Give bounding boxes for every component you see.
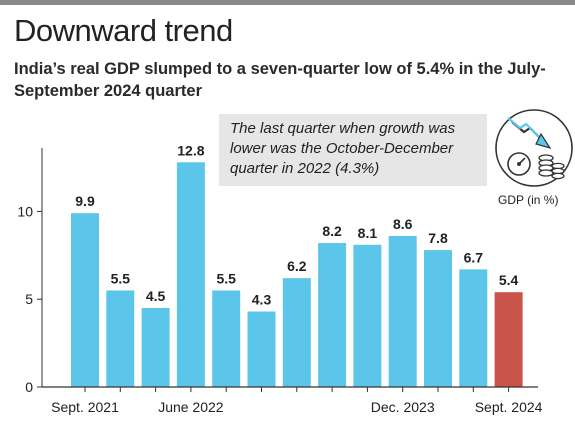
chart-title: Downward trend xyxy=(14,13,233,48)
data-label: 5.5 xyxy=(111,270,131,286)
bar xyxy=(318,243,347,387)
x-tick-label: Sept. 2024 xyxy=(475,399,543,415)
bar xyxy=(494,292,523,387)
unit-label: GDP (in %) xyxy=(498,193,559,207)
data-label: 9.9 xyxy=(75,193,95,209)
bar xyxy=(388,236,417,387)
bar xyxy=(353,244,382,387)
data-label: 5.5 xyxy=(216,270,236,286)
data-label: 8.6 xyxy=(393,216,413,232)
bar xyxy=(106,290,135,387)
x-tick-label: Dec. 2023 xyxy=(371,399,435,415)
y-tick-label: 0 xyxy=(25,379,33,395)
top-rule xyxy=(0,0,575,5)
chart-subtitle: India’s real GDP slumped to a seven-quar… xyxy=(14,60,546,100)
bar xyxy=(176,162,205,387)
data-label: 7.8 xyxy=(428,230,448,246)
data-label: 5.4 xyxy=(499,272,519,288)
callout-text: The last quarter when growth was lower w… xyxy=(230,120,456,177)
bar xyxy=(282,278,311,387)
callout-box: The last quarter when growth was lower w… xyxy=(219,114,487,186)
data-label: 8.2 xyxy=(322,223,342,239)
y-tick-label: 5 xyxy=(25,291,33,307)
bar xyxy=(247,311,276,387)
data-label: 6.2 xyxy=(287,258,307,274)
data-label: 8.1 xyxy=(358,225,378,241)
y-tick-label: 10 xyxy=(17,203,33,219)
bar xyxy=(141,308,170,387)
bar xyxy=(459,269,488,387)
data-label: 4.3 xyxy=(252,292,272,308)
bar xyxy=(424,250,452,387)
data-label: 4.5 xyxy=(146,288,166,304)
data-label: 12.8 xyxy=(177,142,204,158)
bar xyxy=(71,213,99,387)
x-tick-label: June 2022 xyxy=(158,399,224,415)
x-tick-label: Sept. 2021 xyxy=(51,399,119,415)
gdp-growth-icon xyxy=(494,106,574,190)
data-label: 6.7 xyxy=(464,249,484,265)
bar xyxy=(212,290,241,387)
